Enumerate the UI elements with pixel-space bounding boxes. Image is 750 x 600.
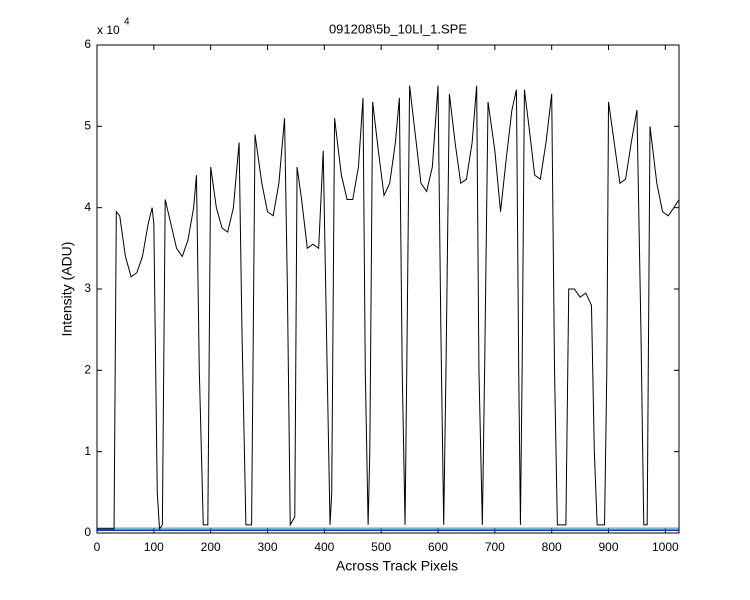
y-multiplier: x 10 bbox=[97, 23, 120, 37]
plot-area bbox=[97, 45, 679, 533]
x-tick-label: 1000 bbox=[652, 540, 679, 554]
x-tick-label: 700 bbox=[485, 540, 505, 554]
y-tick-label: 6 bbox=[84, 37, 91, 51]
x-tick-label: 400 bbox=[314, 540, 334, 554]
x-tick-label: 200 bbox=[201, 540, 221, 554]
x-tick-label: 0 bbox=[94, 540, 101, 554]
chart-title: 091208\5b_10LI_1.SPE bbox=[329, 21, 467, 36]
y-tick-label: 3 bbox=[84, 281, 91, 295]
data-line bbox=[97, 85, 680, 531]
x-tick-label: 900 bbox=[599, 540, 619, 554]
y-multiplier-exponent: 4 bbox=[124, 17, 130, 28]
y-tick-label: 2 bbox=[84, 363, 91, 377]
x-tick-label: 500 bbox=[371, 540, 391, 554]
axes-box bbox=[96, 44, 680, 534]
y-tick-label: 5 bbox=[84, 119, 91, 133]
y-tick-label: 0 bbox=[84, 525, 91, 539]
x-tick-label: 800 bbox=[542, 540, 562, 554]
y-tick-label: 1 bbox=[84, 444, 91, 458]
y-axis-label: Intensity (ADU) bbox=[59, 242, 75, 337]
x-axis-label: Across Track Pixels bbox=[336, 558, 458, 574]
x-tick-label: 100 bbox=[144, 540, 164, 554]
x-tick-label: 300 bbox=[257, 540, 277, 554]
y-tick-label: 4 bbox=[84, 200, 91, 214]
x-tick-label: 600 bbox=[428, 540, 448, 554]
